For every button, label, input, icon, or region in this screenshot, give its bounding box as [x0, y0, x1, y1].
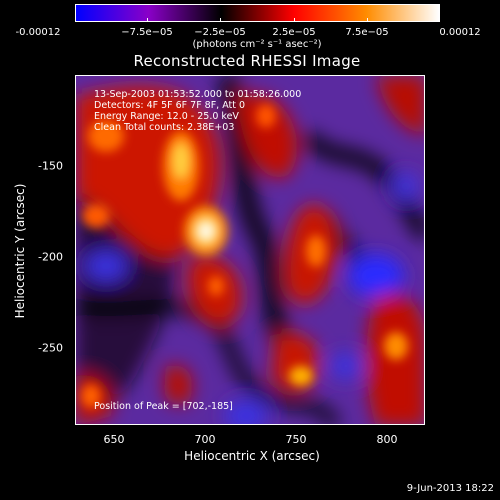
colorbar-tick [367, 18, 368, 22]
x-tick-label: 650 [103, 433, 125, 446]
colorbar-tick [75, 18, 76, 22]
energy-range-text: Energy Range: 12.0 - 25.0 keV [94, 111, 239, 122]
image-title: Reconstructed RHESSI Image [133, 52, 361, 70]
colorbar-label: 0.00012 [439, 27, 481, 38]
x-tick-label: 800 [376, 433, 398, 446]
colorbar-tick [439, 18, 440, 22]
y-tick-label: -150 [38, 159, 63, 173]
colorbar-label: -0.00012 [15, 27, 61, 38]
x-tick-label: 700 [194, 433, 216, 446]
colorbar [75, 4, 440, 22]
colorbar-tick [220, 18, 221, 22]
colorbar-tick [294, 18, 295, 22]
colorbar-label: −2.5e−05 [194, 27, 246, 38]
rhessi-image-plot: 13-Sep-2003 01:53:52.000 to 01:58:26.000… [75, 75, 425, 425]
colorbar-label: −7.5e−05 [121, 27, 173, 38]
detectors-text: Detectors: 4F 5F 6F 7F 8F, Att 0 [94, 100, 246, 111]
rhessi-image [76, 76, 424, 424]
x-axis-label: Heliocentric X (arcsec) [184, 449, 320, 463]
footer-date: 9-Jun-2013 18:22 [406, 483, 494, 494]
x-tick-label: 750 [285, 433, 307, 446]
colorbar-label: 2.5e−05 [272, 27, 316, 38]
clean-counts-text: Clean Total counts: 2.38E+03 [94, 122, 235, 133]
time-range-text: 13-Sep-2003 01:53:52.000 to 01:58:26.000 [94, 89, 302, 100]
y-tick-label: -250 [38, 341, 63, 355]
y-axis-label: Heliocentric Y (arcsec) [13, 183, 27, 319]
peak-position-text: Position of Peak = [702,-185] [94, 401, 233, 412]
colorbar-unit: (photons cm⁻² s⁻¹ asec⁻²) [192, 39, 322, 50]
y-tick-label: -200 [38, 250, 63, 264]
colorbar-label: 7.5e−05 [345, 27, 389, 38]
colorbar-tick [147, 18, 148, 22]
